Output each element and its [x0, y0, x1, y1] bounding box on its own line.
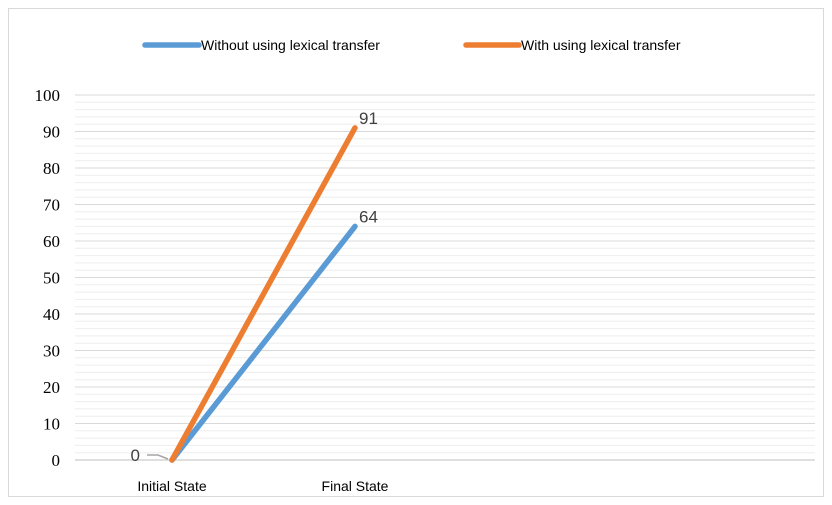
series-line — [169, 223, 358, 463]
y-tick-label: 60 — [43, 232, 60, 251]
y-tick-label: 50 — [43, 269, 60, 288]
x-tick-label: Initial State — [137, 478, 206, 494]
data-label: 91 — [359, 109, 378, 128]
y-tick-label: 100 — [35, 86, 61, 105]
y-tick-label: 10 — [43, 415, 60, 434]
y-tick-label: 90 — [43, 123, 60, 142]
series-line — [169, 125, 358, 463]
x-tick-label: Final State — [322, 478, 389, 494]
y-tick-label: 0 — [52, 451, 61, 470]
chart-area — [8, 8, 824, 497]
y-tick-label: 70 — [43, 196, 60, 215]
data-label: 64 — [359, 207, 378, 226]
legend-label: With using lexical transfer — [521, 37, 681, 53]
data-label: 0 — [131, 446, 140, 465]
y-tick-label: 20 — [43, 378, 60, 397]
y-tick-label: 80 — [43, 159, 60, 178]
y-tick-label: 40 — [43, 305, 60, 324]
data-label-leader — [147, 454, 169, 460]
legend-label: Without using lexical transfer — [201, 37, 380, 53]
y-tick-label: 30 — [43, 342, 60, 361]
